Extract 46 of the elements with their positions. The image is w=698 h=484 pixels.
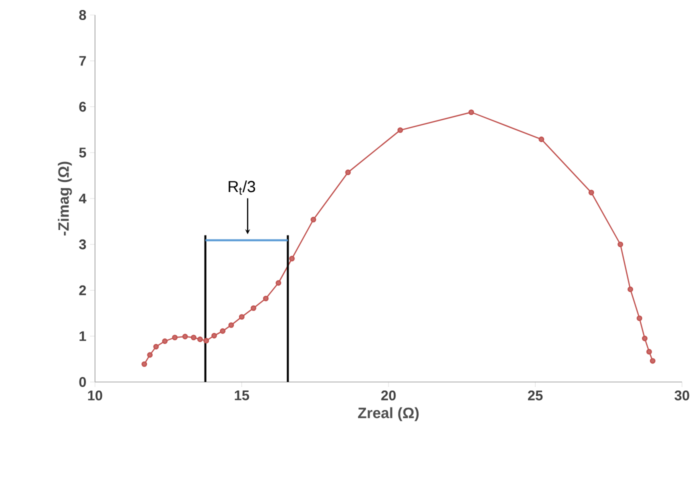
x-tick-label: 30 xyxy=(674,390,690,400)
y-tick-label: 1 xyxy=(80,331,86,341)
point xyxy=(211,332,217,338)
y-tick-label: 6 xyxy=(79,102,86,112)
point xyxy=(162,338,168,344)
y-tick-label: 0 xyxy=(79,377,86,387)
point xyxy=(538,136,544,142)
y-tick-label: 5 xyxy=(79,148,86,158)
point xyxy=(220,328,226,334)
point xyxy=(646,348,652,355)
y-tick-label: 2 xyxy=(79,285,86,296)
point xyxy=(153,344,159,350)
y-tick-label: 7 xyxy=(79,56,86,66)
x-tick-label: 15 xyxy=(234,390,250,400)
y-tick-label: 4 xyxy=(78,194,86,204)
point xyxy=(182,334,188,340)
point xyxy=(203,338,210,344)
point xyxy=(618,242,624,248)
point xyxy=(468,109,474,116)
y-axis-title: -Zimag (Ω) xyxy=(58,162,72,236)
point xyxy=(397,127,404,133)
x-axis-title: Zreal (Ω) xyxy=(358,407,419,422)
point xyxy=(190,334,196,340)
point xyxy=(628,286,634,292)
point xyxy=(289,256,295,262)
annotation: R$_{t}$/3 xyxy=(228,180,256,195)
point xyxy=(276,280,282,286)
x-tick-label: 20 xyxy=(381,390,396,400)
point xyxy=(172,334,178,340)
point xyxy=(197,336,203,342)
x-tick-label: 25 xyxy=(528,390,543,400)
point xyxy=(642,336,648,342)
point xyxy=(310,216,316,222)
point xyxy=(263,296,269,302)
y-tick-label: 3 xyxy=(79,239,86,250)
point xyxy=(636,315,642,322)
point xyxy=(238,314,245,320)
point xyxy=(345,170,351,176)
point xyxy=(228,322,234,328)
point xyxy=(147,352,153,358)
point xyxy=(650,358,656,364)
point xyxy=(142,361,148,367)
x-tick-label: 10 xyxy=(88,390,102,400)
point xyxy=(250,305,256,311)
y-tick-label: 8 xyxy=(79,10,86,20)
point xyxy=(588,190,594,196)
